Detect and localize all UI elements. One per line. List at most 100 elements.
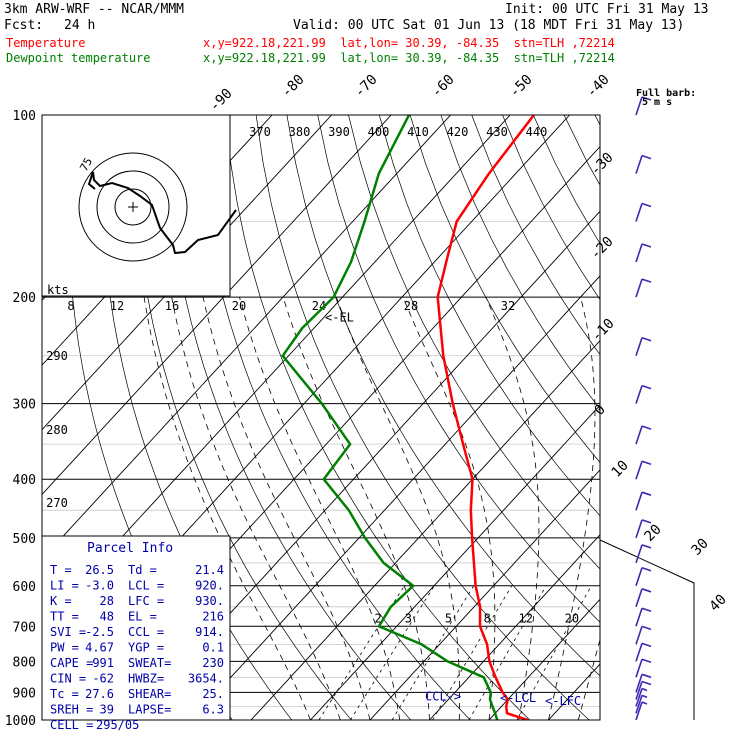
pressure-label: 800: [13, 655, 36, 670]
pressure-label: 100: [13, 109, 36, 124]
wind-barb-flag: [641, 544, 652, 549]
moist-adiabat-line: [402, 296, 496, 720]
dry-adiabat-line: [224, 115, 531, 720]
wind-barb-flag: [641, 491, 652, 496]
wind-barb-flag: [641, 642, 652, 648]
wind-barb-staff: [635, 695, 643, 714]
isotherm-label: 10: [609, 458, 632, 481]
dewpoint-profile: [281, 115, 499, 720]
wind-barb-flag: [641, 154, 652, 160]
moist-adiabat-line: [485, 296, 540, 720]
theta-label: 380: [289, 125, 311, 139]
parcel-info-key: Tc =: [50, 687, 79, 701]
hodograph-ring-label: 16: [165, 299, 179, 313]
pressure-label: 300: [13, 398, 36, 413]
wind-barb-staff: [635, 567, 643, 587]
parcel-info-box: [41, 535, 231, 721]
wind-barb-staff: [635, 519, 643, 539]
wind-barb-flag: [641, 384, 652, 390]
parcel-info-value: 0.1: [202, 641, 224, 655]
parcel-info-key: SWEAT=: [128, 656, 171, 670]
parcel-info-value: 295/05: [96, 718, 139, 732]
wind-barb-flag: [641, 625, 652, 631]
wind-barb-half: [641, 687, 648, 692]
dry-adiabat-line: [502, 115, 600, 301]
pressure-label: 500: [13, 532, 36, 547]
pressure-label: 1000: [5, 714, 36, 729]
parcel-info-key: CELL =: [50, 718, 93, 732]
isotherm-line: [488, 598, 600, 720]
dry-adiabat-line: [194, 115, 471, 720]
dry-adiabat-line: [348, 115, 600, 570]
wind-barb-staff: [635, 385, 643, 404]
dry-adiabat-line: [286, 115, 600, 677]
temperature-location: x,y=922.18,221.99 lat,lon= 30.39, -84.35…: [203, 36, 615, 50]
parcel-info-key: SVI =: [50, 625, 86, 639]
diagram-border: [599, 539, 695, 720]
parcel-info-key: LCL =: [128, 579, 164, 593]
parcel-info-key: CAPE =: [50, 656, 93, 670]
wind-barb-staff: [635, 659, 643, 678]
wind-barb-flag: [641, 243, 652, 248]
marker-el: <-EL: [325, 310, 354, 324]
moist-adiabat-line: [171, 297, 341, 720]
isotherm-line: [429, 534, 600, 720]
wind-barb-flag: [641, 460, 652, 466]
dry-adiabat-line: [594, 115, 600, 126]
wind-barb-staff: [635, 626, 643, 645]
mixing-ratio-label: 8: [484, 611, 491, 625]
isotherm-label: -20: [588, 234, 617, 263]
marker-ccl: CCL->: [425, 689, 461, 703]
parcel-info-value: 39: [100, 703, 114, 717]
isotherm-label: -80: [279, 72, 308, 101]
pressure-label: 200: [13, 291, 36, 306]
pressure-label: 400: [13, 473, 36, 488]
isotherm-label: -50: [507, 72, 536, 101]
parcel-info-key: LFC =: [128, 594, 164, 608]
isotherm-label: -10: [589, 316, 618, 345]
marker-lcl: <-LCL: [500, 691, 536, 705]
isotherm-line: [191, 275, 600, 720]
parcel-info-key: SHEAR=: [128, 687, 171, 701]
theta-label: 440: [526, 125, 548, 139]
mixing-ratio-label: 20: [565, 611, 579, 625]
parcel-info-value: 25.: [202, 687, 224, 701]
isotherm-line: [42, 115, 273, 366]
dry-adiabat-line: [163, 115, 412, 720]
parcel-info-key: YGP =: [128, 641, 164, 655]
parcel-info-value: 48: [100, 610, 114, 624]
parcel-info-value: 991: [92, 656, 114, 670]
theta-label: 430: [486, 125, 508, 139]
isotherm-line: [668, 115, 740, 720]
mixing-ratio-label: 2: [374, 611, 381, 625]
wind-barb-flag: [641, 519, 652, 524]
hodograph-annotation: 75: [77, 156, 95, 174]
moist-adiabat-line: [548, 297, 596, 720]
valid-time: Valid: 00 UTC Sat 01 Jun 13 (18 MDT Fri …: [293, 18, 685, 33]
wind-barb-flag: [641, 425, 652, 430]
wind-barb-staff: [635, 337, 643, 357]
isotherm-line: [42, 115, 332, 431]
pressure-label: 900: [13, 686, 36, 701]
wind-barb-staff: [635, 243, 643, 263]
parcel-info-value: -2.5: [85, 625, 114, 639]
parcel-info-value: 27.6: [85, 687, 114, 701]
hodograph-ring: [114, 188, 152, 226]
wind-barb-flag: [641, 202, 652, 208]
hodograph-box: [41, 114, 231, 297]
isotherm-label: -30: [588, 150, 617, 179]
theta-label: 390: [328, 125, 350, 139]
wind-barb-half: [641, 694, 648, 699]
dry-adiabat-label: 270: [46, 496, 68, 510]
hodograph-ring: [78, 152, 188, 262]
wind-barb-staff: [635, 544, 643, 564]
forecast-label: Fcst:: [4, 18, 44, 33]
parcel-info-key: SREH =: [50, 703, 93, 717]
moist-adiabat-line: [336, 296, 461, 720]
parcel-info-key: CCL =: [128, 625, 164, 639]
wind-barb-staff: [635, 96, 643, 116]
hodograph-ring-label: 28: [404, 299, 418, 313]
hodograph-ring: [96, 170, 170, 244]
parcel-info-key: K =: [50, 594, 72, 608]
wind-barb-staff: [635, 278, 643, 298]
